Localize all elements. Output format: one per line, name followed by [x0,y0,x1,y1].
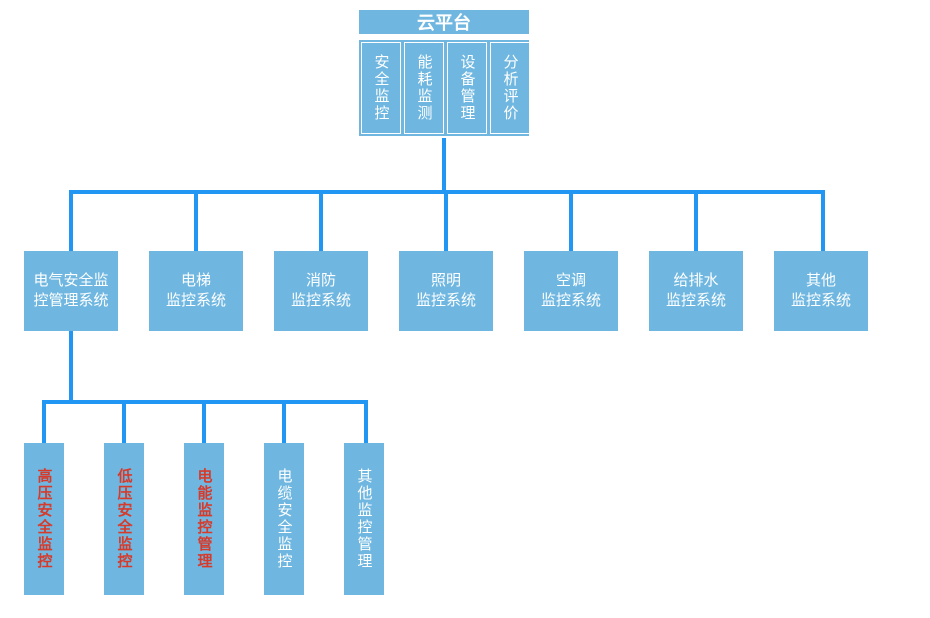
connector [444,190,448,251]
connector [442,138,446,190]
root-tab-label: 设备管理 [457,54,478,122]
root-title: 云平台 [357,8,531,36]
level2-node-elec: 电气安全监控管理系统 [24,251,118,331]
level3-node-label: 电能监控管理 [194,468,215,570]
connector [319,190,323,251]
connector [569,190,573,251]
connector [69,190,73,251]
level2-node-other: 其他 监控系统 [774,251,868,331]
level2-node-lift: 电梯 监控系统 [149,251,243,331]
root-tab-label: 分析评价 [500,54,521,122]
connector [42,400,46,443]
connector [69,331,73,400]
root-tab-label: 能耗监测 [414,54,435,122]
root-tab: 安全监控 [361,42,401,134]
level2-node-ac: 空调 监控系统 [524,251,618,331]
level3-node-misc: 其他监控管理 [344,443,384,595]
level2-node-light: 照明 监控系统 [399,251,493,331]
root-tab-label: 安全监控 [371,54,392,122]
connector [282,400,286,443]
level3-node-power: 电能监控管理 [184,443,224,595]
diagram-stage: 云平台安全监控 能耗监测 设备管理 分析评价电气安全监控管理系统电梯 监控系统消防 监… [0,0,930,618]
connector [202,400,206,443]
level3-node-label: 高压安全监控 [34,468,55,570]
root-tab: 能耗监测 [404,42,444,134]
level3-node-label: 其他监控管理 [354,468,375,570]
connector [821,190,825,251]
level3-node-label: 电缆安全监控 [274,468,295,570]
level2-node-water: 给排水 监控系统 [649,251,743,331]
level2-node-fire: 消防 监控系统 [274,251,368,331]
level3-node-cable: 电缆安全监控 [264,443,304,595]
level3-node-lv: 低压安全监控 [104,443,144,595]
level3-node-hv: 高压安全监控 [24,443,64,595]
connector [122,400,126,443]
root-tab: 设备管理 [447,42,487,134]
root-tab: 分析评价 [490,42,530,134]
connector [694,190,698,251]
level3-node-label: 低压安全监控 [114,468,135,570]
connector [194,190,198,251]
connector [364,400,368,443]
